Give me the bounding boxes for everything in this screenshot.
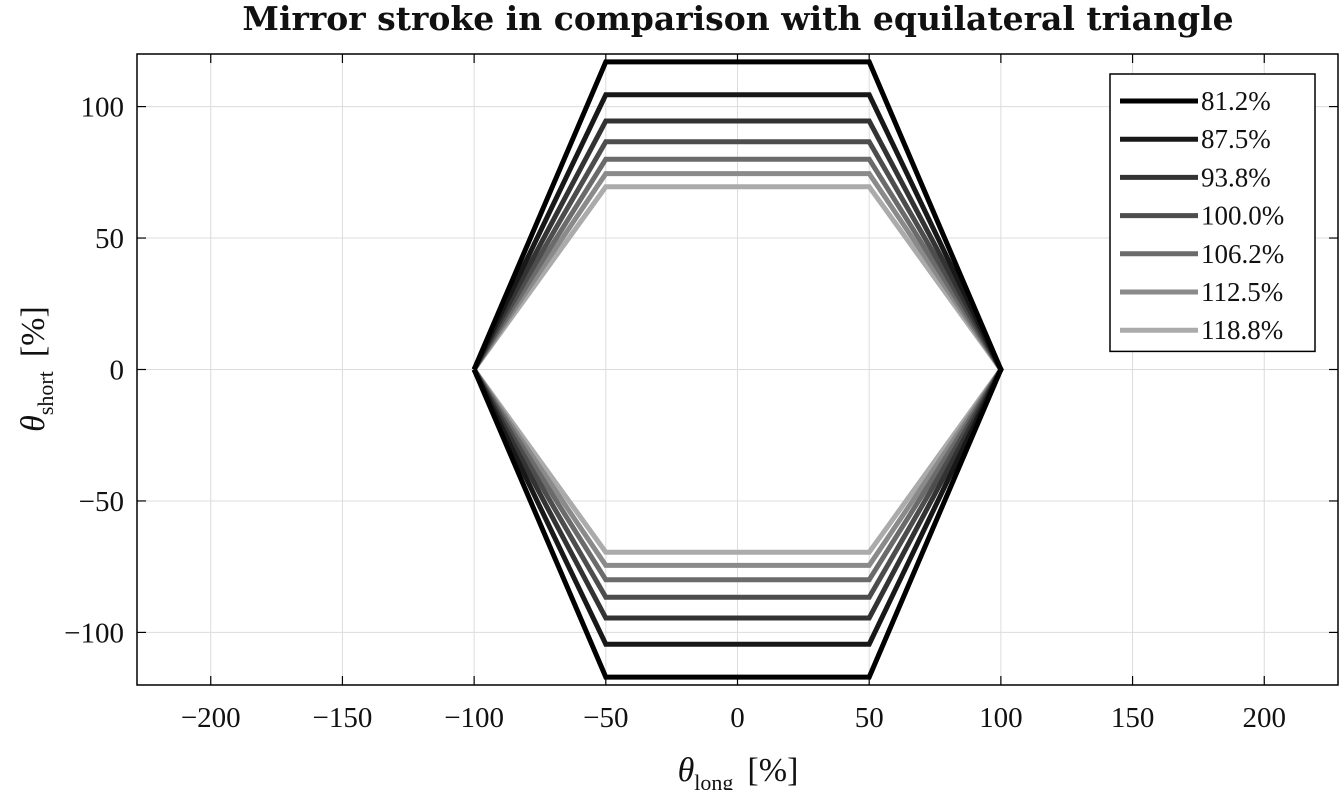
x-axis-label-symbol: θ [678, 752, 695, 789]
x-axis-label: θlong [%] [678, 752, 799, 790]
legend-label: 87.5% [1201, 124, 1271, 154]
y-tick-label: 100 [81, 92, 125, 124]
x-tick-label: −50 [583, 702, 628, 734]
y-tick-label: −50 [79, 486, 124, 518]
legend-label: 106.2% [1201, 239, 1284, 269]
x-axis-ticks: −200 −150 −100 −50 0 50 100 150 200 [181, 54, 1286, 734]
y-tick-label: −100 [64, 617, 124, 649]
x-tick-label: 150 [1111, 702, 1155, 734]
x-tick-label: −150 [313, 702, 373, 734]
y-axis-label-subscript: short [33, 371, 58, 415]
legend-label: 81.2% [1201, 86, 1271, 116]
y-axis-label-symbol: θ [15, 415, 52, 432]
x-tick-label: −100 [444, 702, 504, 734]
legend-label: 112.5% [1201, 277, 1283, 307]
x-tick-label: 200 [1243, 702, 1287, 734]
x-tick-label: −200 [181, 702, 241, 734]
legend-label: 100.0% [1201, 201, 1284, 231]
y-axis-ticks: −100 −50 0 50 100 [64, 92, 1338, 649]
x-axis-label-unit: [%] [747, 752, 798, 789]
legend-label: 93.8% [1201, 162, 1271, 192]
y-tick-label: 0 [110, 355, 125, 387]
legend-label: 118.8% [1201, 315, 1283, 345]
x-tick-label: 0 [730, 702, 745, 734]
y-axis-label-unit: [%] [15, 306, 52, 357]
x-tick-label: 100 [979, 702, 1023, 734]
x-axis-label-subscript: long [694, 770, 733, 790]
legend: 81.2% 87.5% 93.8% 100.0% 106.2% 112.5% 118.8% [1109, 73, 1316, 353]
legend-box [1109, 73, 1316, 353]
x-tick-label: 50 [855, 702, 884, 734]
y-axis-label: θshort [%] [15, 306, 58, 432]
y-tick-label: 50 [95, 223, 124, 255]
chart-title: Mirror stroke in comparison with equilat… [242, 0, 1233, 38]
